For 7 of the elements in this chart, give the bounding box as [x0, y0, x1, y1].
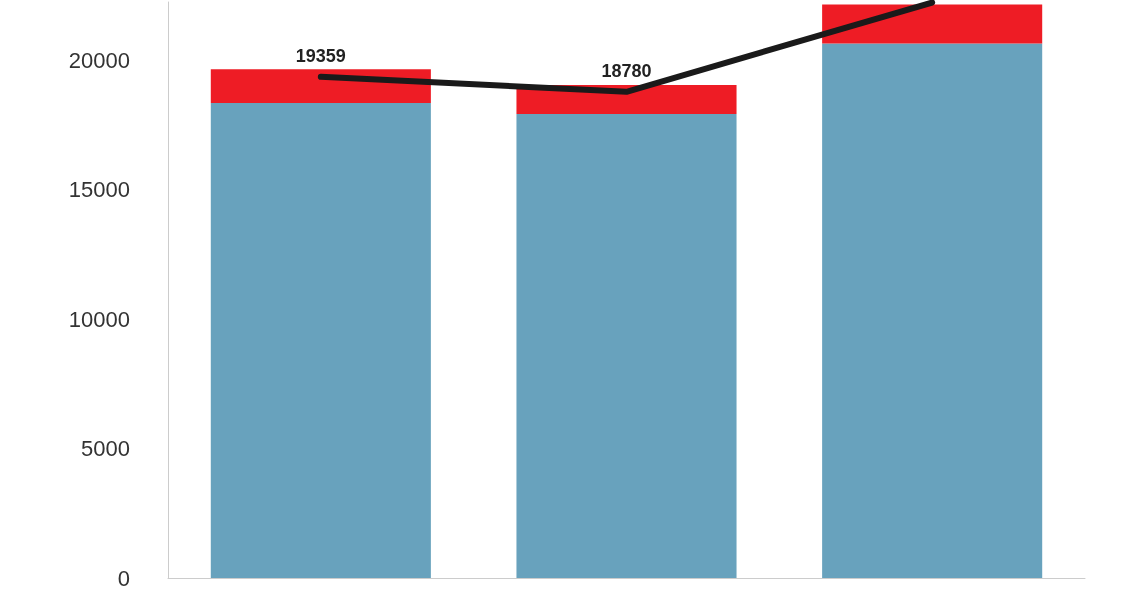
y-tick-label: 10000 [68, 306, 130, 332]
y-tick-label: 5000 [81, 436, 130, 462]
y-tick-label: 20000 [68, 47, 130, 73]
y-tick-label: 15000 [68, 177, 130, 203]
y-tick-label: 0 [117, 565, 130, 591]
data-label: 19359 [295, 45, 346, 66]
data-label: 18780 [601, 60, 652, 81]
